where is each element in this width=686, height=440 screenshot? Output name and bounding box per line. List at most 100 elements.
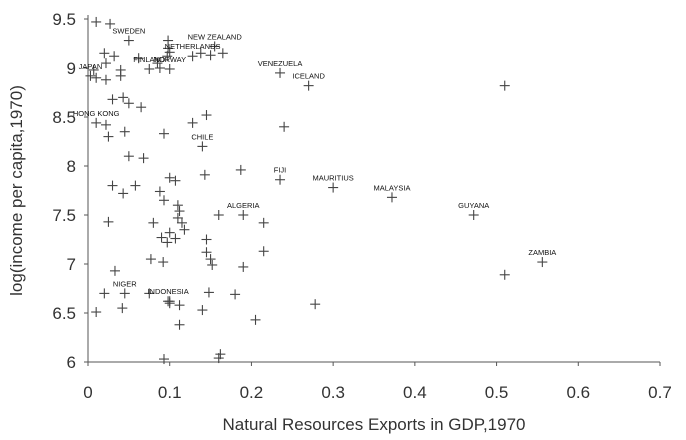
- data-point: [109, 51, 120, 62]
- x-tick-label: 0: [83, 383, 92, 402]
- data-point: [162, 51, 173, 62]
- data-point: [250, 314, 261, 325]
- point-label: NEW ZEALAND: [188, 32, 243, 41]
- data-point: [130, 180, 141, 191]
- x-tick-label: 0.4: [403, 383, 427, 402]
- data-point: [213, 210, 224, 220]
- data-point: [209, 41, 220, 52]
- data-point: [468, 210, 479, 220]
- data-point: [105, 18, 116, 29]
- point-label: MALAYSIA: [373, 183, 410, 192]
- y-tick-label: 8.5: [52, 108, 76, 127]
- data-point: [136, 102, 147, 113]
- data-point: [199, 169, 210, 180]
- data-point: [99, 288, 110, 299]
- y-tick-label: 9: [67, 59, 76, 78]
- data-point: [164, 47, 175, 58]
- data-point: [163, 43, 174, 54]
- y-tick-label: 9.5: [52, 10, 76, 29]
- data-point: [138, 153, 149, 164]
- data-point: [203, 287, 214, 298]
- y-axis-title: log(income per capita,1970): [7, 85, 26, 296]
- data-point: [123, 98, 134, 109]
- data-point: [197, 305, 208, 316]
- point-label: MAURITIUS: [313, 174, 354, 183]
- data-point: [91, 16, 102, 27]
- y-tick-label: 7: [67, 255, 76, 274]
- data-point: [215, 349, 226, 360]
- point-label: VENEZUELA: [258, 59, 303, 68]
- data-points: [85, 16, 548, 365]
- data-point: [156, 232, 167, 243]
- data-point: [85, 70, 96, 81]
- data-point: [275, 67, 286, 78]
- data-point: [152, 58, 163, 69]
- point-label: NORWAY: [153, 55, 186, 64]
- data-point: [107, 180, 118, 191]
- data-point: [115, 70, 126, 81]
- data-point: [238, 210, 249, 220]
- data-point: [499, 80, 510, 91]
- x-axis-title: Natural Resources Exports in GDP,1970: [222, 415, 525, 434]
- y-tick-label: 6.5: [52, 304, 76, 323]
- data-point: [103, 131, 114, 142]
- data-point: [275, 174, 286, 185]
- data-point: [99, 48, 110, 59]
- data-point: [195, 48, 206, 59]
- data-point: [154, 63, 165, 73]
- point-label: ZAMBIA: [528, 248, 556, 257]
- data-point: [170, 175, 181, 186]
- x-tick-label: 0.1: [158, 383, 182, 402]
- data-point: [109, 265, 120, 276]
- data-point: [201, 234, 212, 245]
- data-point: [91, 72, 102, 83]
- data-point: [158, 354, 169, 365]
- point-label: INDONESIA: [147, 287, 188, 296]
- data-point: [118, 188, 129, 199]
- data-point: [117, 303, 128, 314]
- data-point: [303, 80, 314, 91]
- data-point: [279, 121, 290, 132]
- data-point: [163, 296, 174, 307]
- data-point: [235, 164, 246, 175]
- point-label: NIGER: [113, 279, 137, 288]
- x-tick-label: 0.2: [240, 383, 264, 402]
- data-point: [213, 353, 224, 364]
- data-point: [310, 299, 321, 310]
- data-point: [179, 224, 190, 235]
- y-axis-ticks: 6 6.5 7 7.5 8 8.5 9 9.5: [52, 10, 88, 372]
- data-point: [88, 64, 99, 75]
- data-point: [258, 246, 269, 257]
- data-point: [499, 269, 510, 280]
- y-tick-label: 6: [67, 353, 76, 372]
- point-label: CHILE: [191, 132, 213, 141]
- data-point: [205, 50, 216, 61]
- data-point: [148, 217, 159, 228]
- data-point: [328, 182, 339, 193]
- data-point: [174, 319, 185, 330]
- data-point: [172, 200, 183, 211]
- data-point: [145, 254, 156, 265]
- data-point: [123, 151, 134, 162]
- data-point: [119, 126, 130, 137]
- x-axis-ticks: 0 0.1 0.2 0.3 0.4 0.5 0.6 0.7: [83, 362, 672, 402]
- x-tick-label: 0.6: [566, 383, 590, 402]
- y-tick-label: 8: [67, 157, 76, 176]
- data-point: [205, 254, 216, 265]
- point-label: FIJI: [274, 166, 287, 175]
- point-label: ALGERIA: [227, 201, 260, 210]
- data-point: [144, 63, 155, 74]
- data-point: [133, 53, 144, 64]
- data-point: [174, 206, 185, 217]
- data-point: [197, 141, 208, 152]
- x-tick-label: 0.3: [321, 383, 345, 402]
- data-point: [100, 58, 111, 69]
- data-point: [144, 288, 155, 299]
- data-point: [100, 119, 111, 130]
- data-point: [207, 259, 218, 270]
- data-point: [91, 307, 102, 318]
- data-point: [172, 212, 183, 223]
- data-point: [118, 92, 129, 103]
